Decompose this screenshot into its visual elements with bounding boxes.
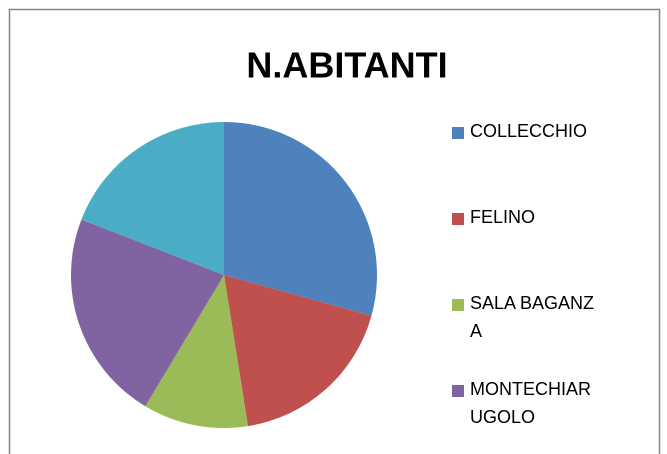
legend-label: SALA BAGANZA bbox=[470, 293, 595, 341]
legend-swatch bbox=[452, 299, 464, 311]
pie-slice bbox=[224, 122, 378, 316]
legend-item: FELINO bbox=[452, 207, 652, 294]
legend-label: MONTECHIARUGOLO bbox=[470, 379, 591, 427]
legend-label: COLLECCHIO bbox=[470, 121, 588, 141]
legend-swatch bbox=[452, 213, 464, 225]
pie-slice bbox=[145, 275, 248, 428]
pie-slice bbox=[81, 122, 224, 275]
legend-label: FELINO bbox=[470, 207, 536, 227]
legend-item: COLLECCHIO bbox=[452, 121, 652, 208]
chart-title: N.ABITANTI bbox=[246, 45, 447, 86]
legend: COLLECCHIO FELINO SALA BAGANZA MONTECHIARUG… bbox=[452, 121, 652, 454]
pie-slice bbox=[71, 219, 224, 407]
pie-slice bbox=[224, 275, 372, 427]
legend-item: SALA BAGANZA bbox=[452, 293, 652, 380]
legend-swatch bbox=[452, 127, 464, 139]
legend-swatch bbox=[452, 385, 464, 397]
legend-item: MONTECHIARUGOLO bbox=[452, 379, 652, 454]
